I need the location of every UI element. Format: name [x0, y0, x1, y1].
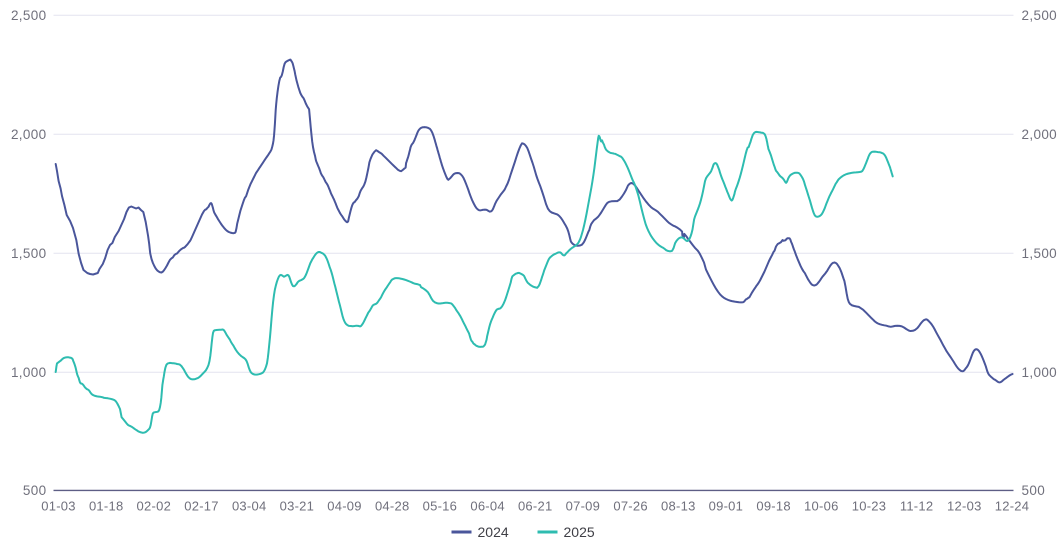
- svg-text:02-17: 02-17: [184, 499, 219, 514]
- svg-text:01-18: 01-18: [89, 499, 124, 514]
- svg-text:09-01: 09-01: [709, 499, 744, 514]
- svg-text:10-06: 10-06: [804, 499, 839, 514]
- svg-text:2025: 2025: [564, 524, 595, 540]
- svg-text:2,000: 2,000: [11, 127, 47, 142]
- svg-text:03-21: 03-21: [280, 499, 315, 514]
- svg-text:01-03: 01-03: [41, 499, 76, 514]
- svg-text:05-16: 05-16: [423, 499, 458, 514]
- svg-text:1,500: 1,500: [1022, 246, 1058, 261]
- svg-text:2,000: 2,000: [1022, 127, 1058, 142]
- svg-text:2024: 2024: [478, 524, 509, 540]
- svg-text:09-18: 09-18: [756, 499, 791, 514]
- svg-text:12-03: 12-03: [947, 499, 982, 514]
- svg-text:04-28: 04-28: [375, 499, 410, 514]
- svg-text:500: 500: [23, 483, 47, 498]
- svg-text:10-23: 10-23: [852, 499, 887, 514]
- svg-text:2,500: 2,500: [1022, 8, 1058, 23]
- svg-text:1,500: 1,500: [11, 246, 47, 261]
- svg-text:06-04: 06-04: [470, 499, 505, 514]
- svg-text:07-26: 07-26: [613, 499, 648, 514]
- svg-text:1,000: 1,000: [11, 365, 47, 380]
- svg-text:08-13: 08-13: [661, 499, 696, 514]
- svg-text:12-24: 12-24: [995, 499, 1030, 514]
- svg-text:04-09: 04-09: [327, 499, 362, 514]
- svg-text:02-02: 02-02: [137, 499, 172, 514]
- svg-text:03-04: 03-04: [232, 499, 267, 514]
- svg-text:1,000: 1,000: [1022, 365, 1058, 380]
- svg-text:11-12: 11-12: [900, 499, 934, 514]
- svg-text:07-09: 07-09: [566, 499, 601, 514]
- svg-text:500: 500: [1022, 483, 1046, 498]
- svg-text:06-21: 06-21: [518, 499, 553, 514]
- svg-text:2,500: 2,500: [11, 8, 47, 23]
